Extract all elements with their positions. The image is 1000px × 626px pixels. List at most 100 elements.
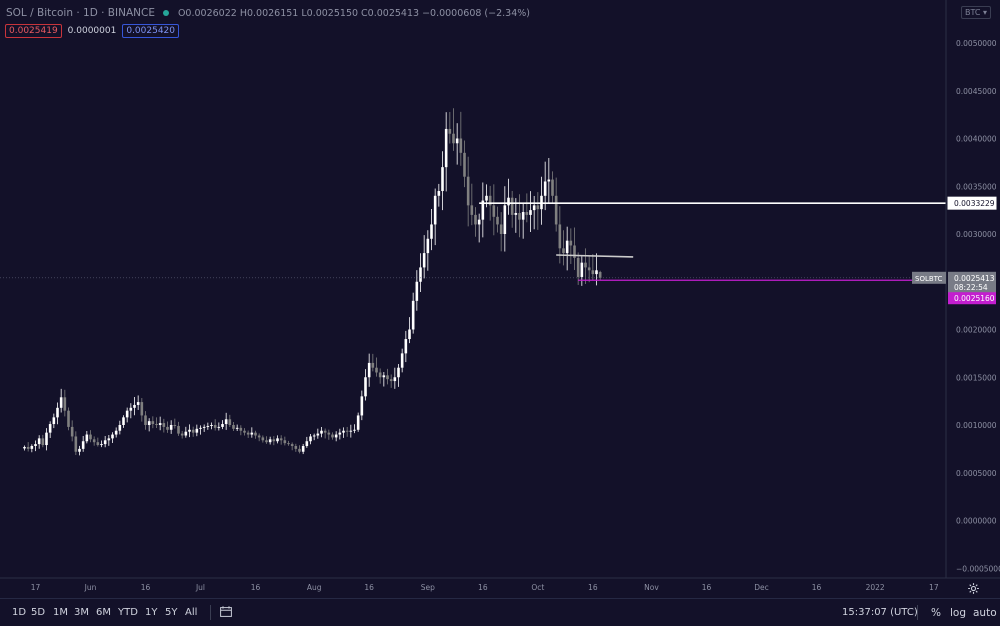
time-tick-label: 16 xyxy=(702,583,712,592)
resistance-price-label-bg xyxy=(947,196,997,210)
time-tick-label: Jun xyxy=(84,583,97,592)
buy-price-badge[interactable]: 0.0025420 xyxy=(122,24,180,38)
candle-body xyxy=(129,407,133,411)
timeframe-all[interactable]: All xyxy=(185,607,198,618)
candle-body xyxy=(305,441,309,447)
candle-body xyxy=(382,375,386,378)
time-tick-label: Aug xyxy=(307,583,322,592)
candle xyxy=(529,191,532,233)
time-axis[interactable]: 17 Jun 16 Jul 16 Aug 16 Sep 16 Oct 16 Nov 16 Dec 16 202… xyxy=(0,577,1000,592)
candle-body xyxy=(56,407,59,418)
candle xyxy=(540,176,543,225)
candle xyxy=(279,435,283,445)
candle xyxy=(103,436,107,448)
time-tick-label: 2022 xyxy=(866,583,885,592)
candle xyxy=(364,369,367,401)
timeframe-3m[interactable]: 3M xyxy=(74,607,89,618)
percent-scale-toggle[interactable]: % xyxy=(931,607,941,619)
candle-body xyxy=(276,438,279,442)
timeframe-ytd[interactable]: YTD xyxy=(118,607,138,618)
currency-button[interactable]: BTC ▾ xyxy=(961,6,992,19)
candle-body xyxy=(485,195,488,201)
candle-body xyxy=(283,440,287,444)
candle-body xyxy=(114,430,118,435)
candle-body xyxy=(312,435,316,437)
time-tick-label: 16 xyxy=(141,583,151,592)
candle-body xyxy=(63,397,67,411)
candle xyxy=(129,403,133,419)
candle xyxy=(246,430,250,438)
candle xyxy=(144,411,147,430)
candle-body xyxy=(191,429,195,433)
candle xyxy=(235,424,239,432)
timeframe-1d[interactable]: 1D xyxy=(12,607,27,618)
chart-header: SOL / Bitcoin · 1D · BINANCE O0.0026022 … xyxy=(6,5,530,21)
auto-scale-toggle[interactable]: auto xyxy=(973,607,997,619)
candle xyxy=(81,435,85,452)
candle xyxy=(393,367,397,389)
candle-body xyxy=(477,219,481,225)
candle xyxy=(184,426,188,438)
timeframe-6m[interactable]: 6M xyxy=(96,607,111,618)
symbol-tag: SOLBTC xyxy=(915,275,943,283)
candle-body xyxy=(309,436,312,442)
candle-body xyxy=(459,138,463,153)
sell-price-badge[interactable]: 0.0025419 xyxy=(5,24,62,38)
timeframe-1m[interactable]: 1M xyxy=(53,607,68,618)
time-tick-label: 17 xyxy=(929,583,939,592)
bottom-toolbar: 1D 5D 1M 3M 6M YTD 1Y 5Y All 15:37:07 (U… xyxy=(0,598,1000,626)
timeframe-5y[interactable]: 5Y xyxy=(165,607,178,618)
candle-body xyxy=(257,435,261,438)
utc-clock[interactable]: 15:37:07 (UTC) xyxy=(842,607,918,618)
order-badges: 0.0025419 0.0000001 0.0025420 xyxy=(5,24,180,38)
candle xyxy=(63,389,67,417)
candle-body xyxy=(48,424,52,433)
candle-body xyxy=(103,440,107,445)
candle xyxy=(422,235,426,279)
resistance-price-label: 0.0033229 xyxy=(954,199,995,208)
candle xyxy=(415,270,419,311)
price-axis[interactable]: 0.0050000 0.0045000 0.0040000 0.0035000 0.00… xyxy=(945,0,1000,578)
candle-body xyxy=(320,430,323,434)
candle-body xyxy=(360,396,364,416)
candle-body xyxy=(375,367,378,373)
candle xyxy=(375,357,378,377)
time-tick-label: 16 xyxy=(478,583,488,592)
candle xyxy=(199,425,202,435)
candle-body xyxy=(514,212,518,215)
candle-body xyxy=(558,224,562,249)
candle xyxy=(195,424,199,437)
candle xyxy=(565,226,569,271)
candle xyxy=(136,395,140,410)
candle-body xyxy=(228,419,232,425)
candle-body xyxy=(573,245,576,258)
candle xyxy=(386,368,389,385)
candle-body xyxy=(221,424,224,427)
candle-body xyxy=(452,133,455,144)
log-scale-toggle[interactable]: log xyxy=(950,607,967,619)
candle-body xyxy=(177,425,180,434)
candle-body xyxy=(389,379,393,382)
candle xyxy=(437,183,441,207)
symbol-title[interactable]: SOL / Bitcoin · 1D · BINANCE xyxy=(6,7,155,19)
trend-line xyxy=(556,254,634,258)
candle-body xyxy=(386,375,389,380)
candle-body xyxy=(338,432,342,435)
candle xyxy=(74,431,78,456)
candle xyxy=(448,111,452,144)
candle-body xyxy=(342,430,345,433)
timeframe-1y[interactable]: 1Y xyxy=(145,607,158,618)
candle xyxy=(452,108,455,151)
price-tick-label: 0.0040000 xyxy=(956,135,997,144)
price-tick-label: 0.0000000 xyxy=(956,517,997,526)
settings-gear-icon[interactable] xyxy=(967,582,980,595)
candle xyxy=(433,188,437,246)
candle xyxy=(213,419,217,431)
candle-body xyxy=(422,253,426,268)
go-to-date-icon[interactable] xyxy=(220,606,232,617)
timeframe-5d[interactable]: 5D xyxy=(31,607,46,618)
candle-body xyxy=(562,248,565,254)
candle xyxy=(59,388,63,413)
candle xyxy=(276,435,279,444)
